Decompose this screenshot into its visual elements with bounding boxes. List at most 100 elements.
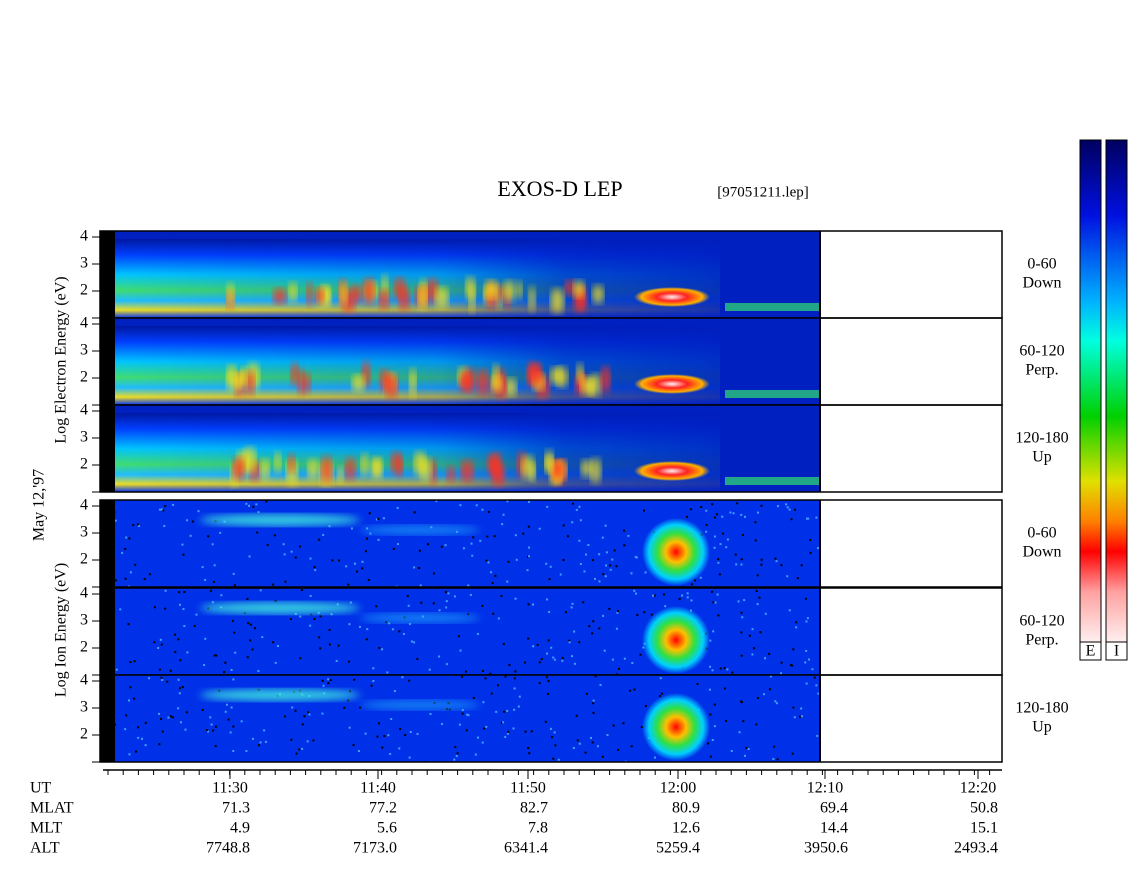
noise: [528, 752, 531, 755]
row-label: ALT: [30, 840, 60, 857]
y-tick-label: 3: [80, 699, 88, 716]
noise: [792, 706, 795, 709]
noise: [711, 503, 714, 506]
date-label: May 12,'97: [31, 469, 48, 541]
noise: [137, 736, 140, 739]
noise: [347, 699, 350, 702]
colorbar-label: E: [1086, 643, 1096, 660]
noise: [183, 590, 186, 593]
noise: [714, 601, 717, 604]
noise: [554, 744, 557, 747]
noise: [740, 654, 743, 657]
noise: [303, 715, 306, 718]
noise: [792, 648, 795, 651]
noise: [762, 693, 765, 696]
spectrogram-image: [100, 318, 820, 405]
noise: [660, 692, 663, 695]
spectrogram-panel: 4 3 2 120-180 Up: [80, 402, 1069, 493]
burst: [363, 277, 375, 305]
noise: [578, 742, 581, 745]
noise: [575, 508, 578, 511]
noise: [162, 509, 165, 512]
noise: [523, 661, 526, 664]
noise: [169, 715, 172, 718]
noise: [251, 648, 254, 651]
angle-label: 60-120: [1019, 613, 1064, 630]
noise: [553, 731, 556, 734]
noise: [592, 702, 595, 705]
noise: [445, 591, 448, 594]
x-tick-label: 11:30: [212, 780, 248, 797]
noise: [256, 531, 259, 534]
noise: [495, 710, 498, 713]
noise: [809, 551, 812, 554]
noise: [383, 735, 386, 738]
noise: [713, 725, 716, 728]
noise: [132, 524, 135, 527]
noise: [474, 753, 477, 756]
noise: [502, 643, 505, 646]
noise: [184, 728, 187, 731]
noise: [382, 517, 385, 520]
row-value: 4.9: [230, 820, 250, 837]
noise: [768, 688, 771, 691]
noise: [306, 740, 309, 743]
noise: [144, 721, 147, 724]
noise: [699, 576, 702, 579]
noise: [290, 550, 293, 553]
noise: [309, 624, 312, 627]
panel-frame: [99, 499, 1003, 588]
noise: [611, 558, 614, 561]
noise: [583, 570, 586, 573]
noise: [589, 736, 592, 739]
noise: [722, 532, 725, 535]
noise: [776, 505, 779, 508]
noise: [717, 614, 720, 617]
noise: [732, 512, 735, 515]
noise: [786, 506, 789, 509]
ion-band: [200, 602, 360, 614]
noise: [527, 500, 530, 503]
noise: [178, 687, 181, 690]
noise: [335, 659, 338, 662]
noise: [283, 553, 286, 556]
noise: [445, 600, 448, 603]
burst: [435, 286, 449, 309]
y-tick-label: 2: [80, 639, 88, 656]
noise: [401, 676, 404, 679]
row-value: 80.9: [672, 800, 700, 817]
noise: [134, 563, 137, 566]
hot-region: [634, 374, 710, 394]
noise: [562, 559, 565, 562]
noise: [273, 534, 276, 537]
noise: [319, 647, 322, 650]
noise: [307, 711, 310, 714]
noise: [248, 555, 251, 558]
noise: [472, 536, 475, 539]
noise: [594, 675, 597, 678]
burst: [484, 280, 498, 299]
noise: [740, 513, 743, 516]
noise: [396, 506, 399, 509]
noise: [576, 739, 579, 742]
burst: [550, 459, 565, 480]
noise: [768, 652, 771, 655]
noise: [711, 669, 714, 672]
noise: [375, 605, 378, 608]
noise: [723, 687, 726, 690]
ion-band: [360, 613, 480, 623]
noise: [179, 721, 182, 724]
noise: [398, 630, 401, 633]
noise: [361, 567, 364, 570]
noise: [553, 658, 556, 661]
noise: [294, 709, 297, 712]
energy-band: [100, 239, 820, 318]
noise: [506, 732, 509, 735]
noise: [247, 622, 250, 625]
noise: [186, 519, 189, 522]
noise: [644, 705, 647, 708]
noise: [327, 678, 330, 681]
noise: [544, 720, 547, 723]
noise: [612, 724, 615, 727]
burst: [337, 466, 344, 484]
